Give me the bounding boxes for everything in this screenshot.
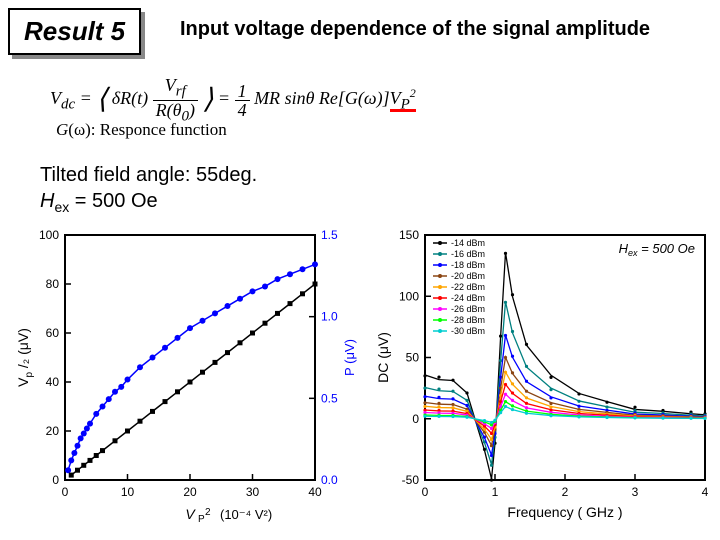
main-equation: Vdc = ⟨ δR(t) Vrf R(θ0) ⟩ = 1 4 MR sinθ … [50,76,416,124]
svg-text:-20 dBm: -20 dBm [451,271,485,281]
svg-text:-26 dBm: -26 dBm [451,304,485,314]
svg-text:0.5: 0.5 [321,391,338,405]
svg-text:0: 0 [422,485,429,499]
result-box: Result 5 [8,8,141,55]
svg-text:150: 150 [399,228,419,242]
result-label: Result 5 [24,16,125,46]
svg-text:100: 100 [39,228,59,242]
svg-text:-14 dBm: -14 dBm [451,238,485,248]
svg-text:0.0: 0.0 [321,473,338,487]
svg-text:20: 20 [46,424,60,438]
right-chart: 01234-50050100150-14 dBm-16 dBm-18 dBm-2… [370,225,715,525]
svg-text:-50: -50 [402,473,420,487]
svg-text:1.5: 1.5 [321,228,338,242]
svg-text:Frequency ( GHz ): Frequency ( GHz ) [507,504,622,520]
svg-text:1.0: 1.0 [321,310,338,324]
vp2-highlighted: VP2 [390,88,416,112]
svg-text:4: 4 [702,485,709,499]
svg-text:80: 80 [46,277,60,291]
svg-text:10: 10 [121,485,135,499]
svg-text:30: 30 [246,485,260,499]
svg-text:40: 40 [46,375,60,389]
svg-text:1: 1 [492,485,499,499]
svg-text:2: 2 [562,485,569,499]
svg-text:3: 3 [632,485,639,499]
svg-text:40: 40 [308,485,322,499]
svg-text:0: 0 [52,473,59,487]
svg-text:-22 dBm: -22 dBm [451,282,485,292]
svg-text:-24 dBm: -24 dBm [451,293,485,303]
svg-text:0: 0 [62,485,69,499]
svg-text:-28 dBm: -28 dBm [451,315,485,325]
svg-text:-30 dBm: -30 dBm [451,326,485,336]
svg-text:V: V [185,506,196,522]
svg-text:-16 dBm: -16 dBm [451,249,485,259]
svg-text:-18 dBm: -18 dBm [451,260,485,270]
left-chart: 0 10 20 30 40 0 20 40 60 80 100 0.0 0.5 1.0 1.5 VP2 (10⁻… [10,225,360,525]
response-function-label: G(ω): Responce function [56,120,227,140]
svg-text:100: 100 [399,289,419,303]
svg-text:Hex = 500 Oe: Hex = 500 Oe [619,241,695,258]
svg-text:20: 20 [183,485,197,499]
hex-field-text: Hex = 500 Oe [40,190,158,215]
tilt-angle-text: Tilted field angle: 55deg. [40,164,257,187]
svg-text:(10⁻⁴ V²): (10⁻⁴ V²) [220,507,272,522]
svg-text:0: 0 [412,412,419,426]
svg-text:60: 60 [46,326,60,340]
svg-text:50: 50 [406,351,420,365]
svg-text:2: 2 [205,507,211,518]
svg-text:P (μV): P (μV) [342,339,357,376]
page-title: Input voltage dependence of the signal a… [180,18,650,41]
svg-text:P: P [198,514,205,525]
svg-text:Vp /₂ (μV): Vp /₂ (μV) [15,328,35,387]
svg-text:DC (μV): DC (μV) [375,332,391,383]
